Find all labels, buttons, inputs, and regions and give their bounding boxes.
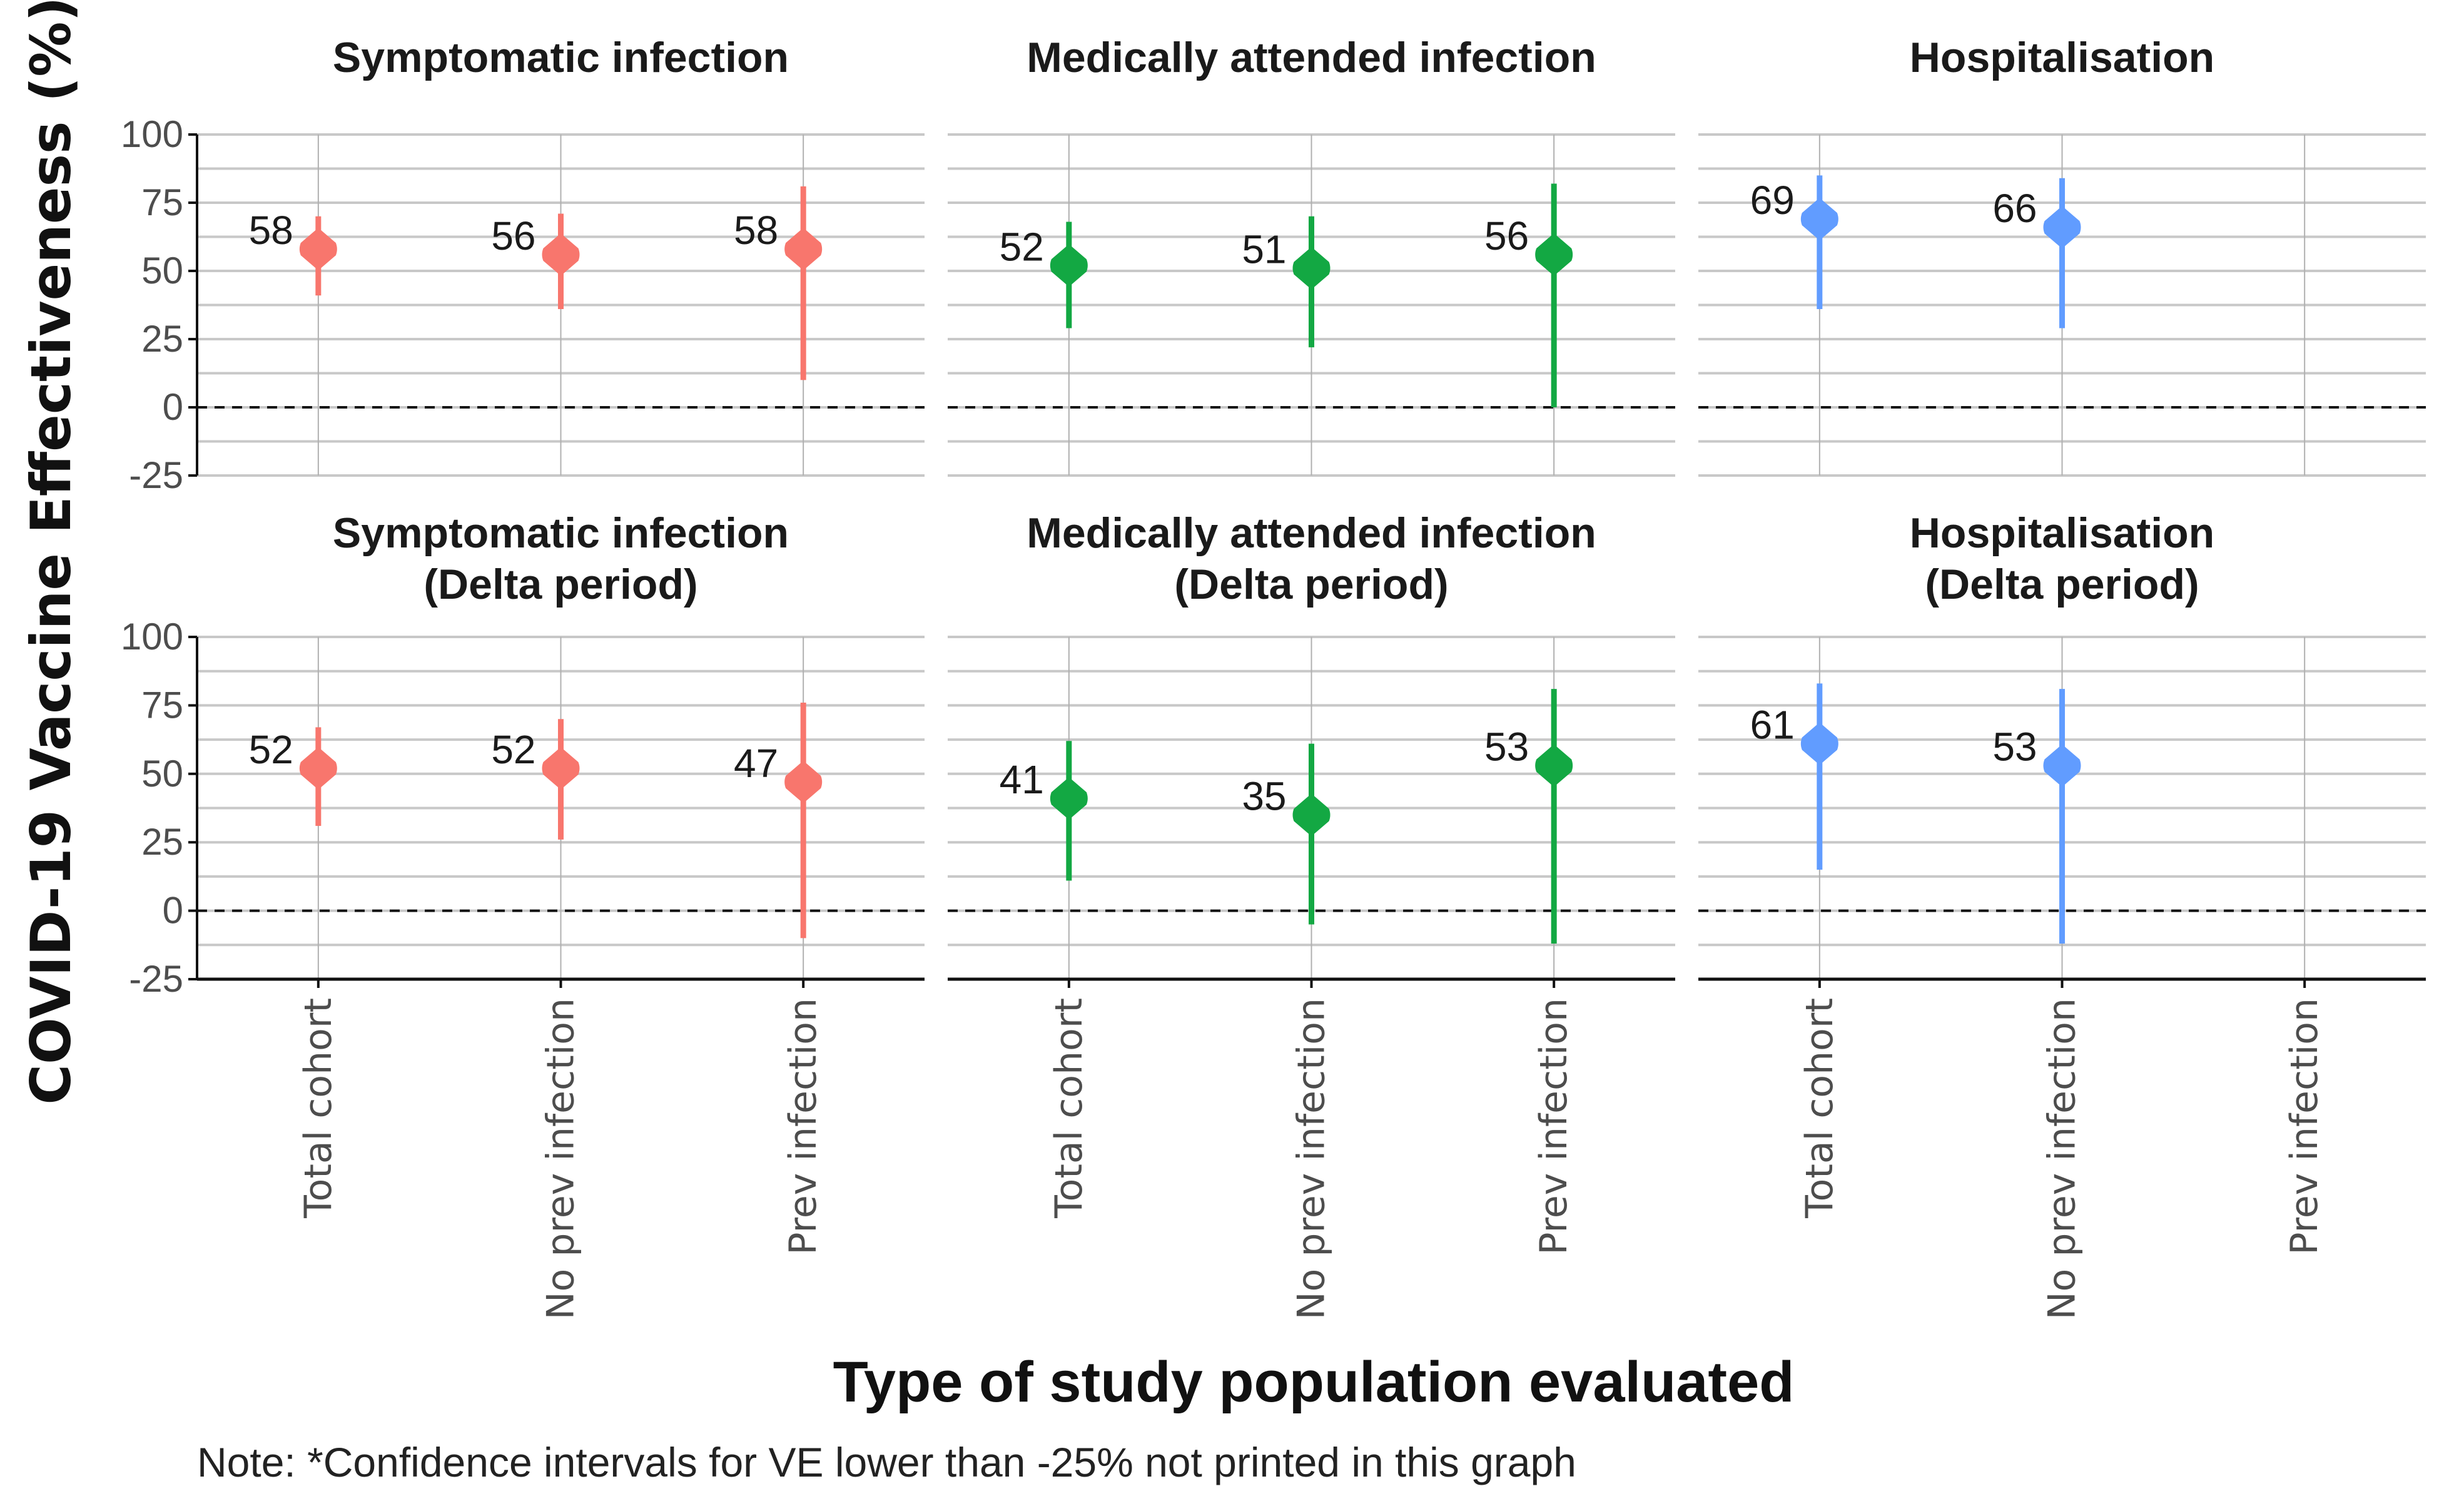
point-estimate: [784, 760, 823, 803]
facet-title: Medically attended infection: [1027, 509, 1596, 557]
point-estimate: [1800, 198, 1838, 241]
y-tick-label: 50: [141, 250, 183, 292]
point-estimate: [1292, 247, 1331, 290]
y-tick-label: -25: [129, 958, 183, 1000]
point-value-label: 52: [249, 727, 293, 772]
point-value-label: 53: [1484, 725, 1529, 770]
point-value-label: 58: [249, 208, 293, 253]
point-estimate: [2043, 206, 2081, 249]
point-estimate: [2043, 744, 2081, 787]
y-tick-label: 75: [141, 181, 183, 223]
x-tick-label: No prev infection: [1290, 998, 1334, 1320]
x-tick-label: No prev infection: [2041, 998, 2084, 1320]
point-value-label: 58: [734, 208, 778, 253]
facet-panel: Symptomatic infection(Delta period) 100 75…: [121, 509, 925, 1320]
facet-title: (Delta period): [1925, 561, 2199, 608]
y-tick-label: -25: [129, 454, 183, 496]
x-tick-label: Prev infection: [781, 998, 825, 1255]
point-estimate: [1292, 793, 1331, 837]
facet-panel: Medically attended infection 52 51 56: [948, 34, 1675, 477]
facet-panel: Symptomatic infection 100 75 50 25 0 -25 58 56 58: [121, 34, 925, 496]
point-value-label: 61: [1750, 703, 1795, 748]
facet-panel: Hospitalisation(Delta period) Total cohor…: [1698, 509, 2426, 1320]
point-value-label: 66: [1992, 186, 2037, 231]
facet-panels: Symptomatic infection 100 75 50 25 0 -25 58 56 58…: [121, 34, 2426, 1320]
facet-title: (Delta period): [1174, 561, 1448, 608]
point-value-label: 35: [1242, 773, 1286, 818]
point-estimate: [784, 228, 823, 271]
x-tick-label: Total cohort: [297, 998, 340, 1219]
x-tick-label: Total cohort: [1798, 998, 1842, 1219]
point-estimate: [1535, 744, 1573, 787]
point-value-label: 47: [734, 741, 778, 786]
x-tick-label: Total cohort: [1047, 998, 1091, 1219]
point-estimate: [299, 228, 337, 271]
y-tick-label: 100: [121, 616, 183, 658]
point-value-label: 41: [1000, 757, 1044, 802]
point-value-label: 69: [1750, 178, 1795, 223]
point-estimate: [1050, 777, 1088, 820]
x-axis-title: Type of study population evaluated: [833, 1350, 1795, 1414]
point-estimate: [299, 747, 337, 790]
y-tick-label: 25: [141, 821, 183, 863]
point-estimate: [1050, 244, 1088, 287]
x-tick-label: No prev infection: [539, 998, 583, 1320]
x-tick-label: Prev infection: [2283, 998, 2326, 1255]
y-tick-label: 100: [121, 113, 183, 155]
y-tick-label: 75: [141, 684, 183, 726]
point-value-label: 52: [491, 727, 535, 772]
point-value-label: 56: [1484, 213, 1529, 258]
point-estimate: [542, 747, 580, 790]
facet-panel: Hospitalisation 69 66: [1698, 34, 2426, 477]
facet-title: Symptomatic infection: [333, 34, 789, 81]
facet-title: (Delta period): [423, 561, 697, 608]
y-axis-title: COVID-19 Vaccine Effectiveness (%): [19, 0, 83, 1105]
y-tick-label: 50: [141, 753, 183, 795]
point-estimate: [1800, 722, 1838, 765]
point-value-label: 53: [1992, 725, 2037, 770]
facet-title: Symptomatic infection: [333, 509, 789, 557]
y-tick-label: 0: [163, 386, 183, 428]
footnote: Note: *Confidence intervals for VE lower…: [197, 1439, 1576, 1485]
y-tick-label: 25: [141, 318, 183, 360]
facet-title: Medically attended infection: [1027, 34, 1596, 81]
facet-panel: Medically attended infection(Delta perio…: [948, 509, 1675, 1320]
y-tick-label: 0: [163, 890, 183, 932]
point-estimate: [1535, 233, 1573, 276]
facet-title: Hospitalisation: [1910, 34, 2214, 81]
point-estimate: [542, 233, 580, 276]
x-tick-label: Prev infection: [1532, 998, 1576, 1255]
point-value-label: 56: [491, 213, 535, 258]
facet-title: Hospitalisation: [1910, 509, 2214, 557]
point-value-label: 51: [1242, 227, 1286, 272]
point-value-label: 52: [1000, 224, 1044, 269]
